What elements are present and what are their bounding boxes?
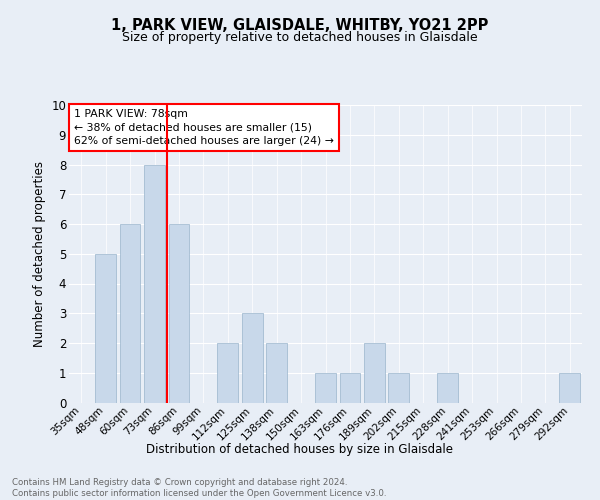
Bar [388, 373, 409, 402]
Bar [119, 224, 140, 402]
Text: Contains HM Land Registry data © Crown copyright and database right 2024.
Contai: Contains HM Land Registry data © Crown c… [12, 478, 386, 498]
Bar [559, 373, 580, 402]
Text: 1 PARK VIEW: 78sqm
← 38% of detached houses are smaller (15)
62% of semi-detache: 1 PARK VIEW: 78sqm ← 38% of detached hou… [74, 110, 334, 146]
Bar [95, 254, 116, 402]
Bar [364, 343, 385, 402]
Bar [266, 343, 287, 402]
Y-axis label: Number of detached properties: Number of detached properties [33, 161, 46, 347]
Bar [242, 313, 263, 402]
Bar [340, 373, 361, 402]
Text: Distribution of detached houses by size in Glaisdale: Distribution of detached houses by size … [146, 442, 454, 456]
Bar [144, 164, 165, 402]
Bar [169, 224, 190, 402]
Bar [315, 373, 336, 402]
Bar [437, 373, 458, 402]
Text: Size of property relative to detached houses in Glaisdale: Size of property relative to detached ho… [122, 31, 478, 44]
Text: 1, PARK VIEW, GLAISDALE, WHITBY, YO21 2PP: 1, PARK VIEW, GLAISDALE, WHITBY, YO21 2P… [112, 18, 488, 32]
Bar [217, 343, 238, 402]
